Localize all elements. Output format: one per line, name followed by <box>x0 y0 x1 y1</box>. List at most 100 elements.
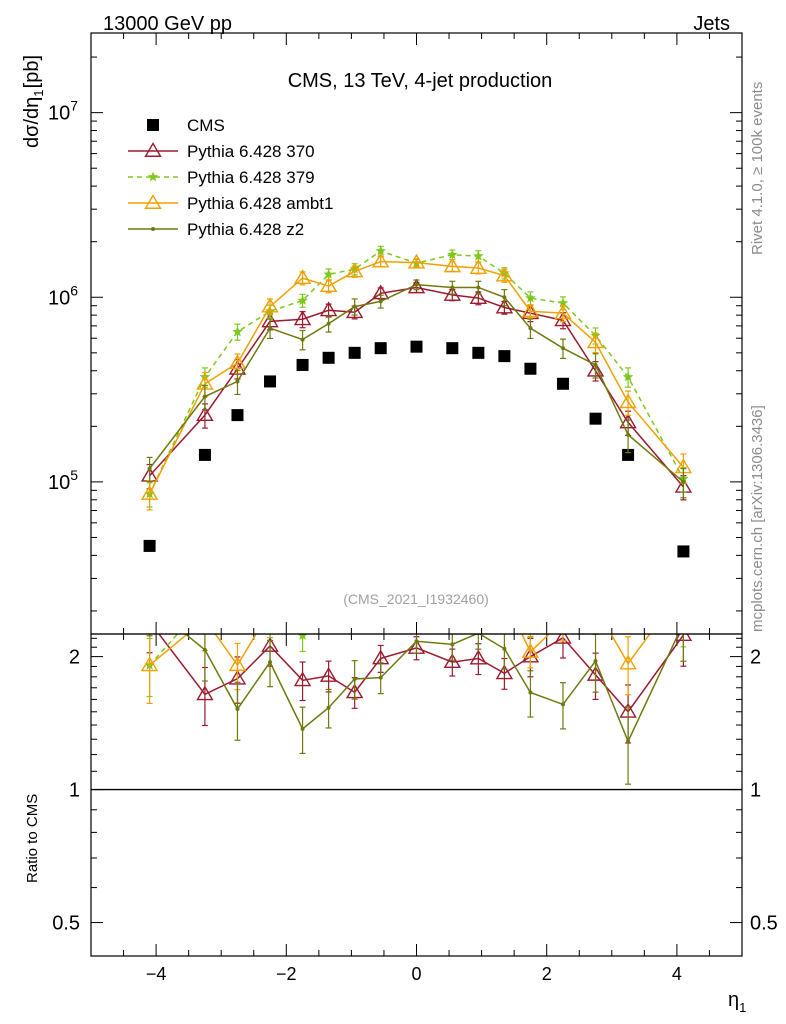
series-4-ratio <box>146 603 687 785</box>
ratio-tick-label: 1 <box>69 780 80 802</box>
series-2-ratio-point <box>623 598 634 608</box>
y-axis-unit: [pb] <box>21 55 43 88</box>
y-tick-label: 107 <box>48 98 78 125</box>
series-4-point <box>681 479 686 484</box>
series-3-ratio-point <box>619 654 637 670</box>
series-0-point <box>231 409 244 422</box>
series-4-ratio-point <box>148 603 152 607</box>
series-1-point <box>469 289 488 305</box>
series-0-point <box>322 351 335 364</box>
series-2-ratio-point <box>200 598 211 608</box>
series-4-ratio-point <box>268 660 273 665</box>
series-4-ratio-point <box>626 739 631 744</box>
series-1-point <box>443 286 462 301</box>
series-0-main <box>143 340 690 558</box>
series-0-point <box>589 412 602 425</box>
series-0-point <box>677 545 690 558</box>
series-3-point <box>495 266 514 282</box>
series-1-ratio-point <box>443 653 462 669</box>
legend-label: Pythia 6.428 379 <box>187 168 315 187</box>
series-2-ratio <box>144 553 687 698</box>
series-0-point <box>410 340 423 353</box>
series-1-point <box>495 298 514 314</box>
series-4-point <box>476 285 481 290</box>
series-4-ratio-point <box>352 676 357 681</box>
series-0-point <box>348 346 361 359</box>
legend-marker <box>147 119 159 131</box>
series-3-ratio-point <box>555 613 570 626</box>
series-0-point <box>498 350 511 363</box>
svg-text:dσ/dη1: dσ/dη1 <box>21 89 46 148</box>
ratio-panel-frame <box>90 633 743 957</box>
series-0-point <box>472 346 485 359</box>
series-2-point <box>323 268 334 279</box>
series-4-ratio-point <box>378 675 383 680</box>
series-4-point <box>502 295 507 300</box>
series-1-ratio <box>146 634 693 744</box>
series-1-point <box>196 406 214 422</box>
series-4-ratio-point <box>502 646 507 651</box>
series-0-point <box>524 362 537 375</box>
series-3-point <box>261 297 279 313</box>
series-0-point <box>198 448 211 461</box>
analysis-tag: (CMS_2021_I1932460) <box>343 591 489 607</box>
legend-entry: Pythia 6.428 z2 <box>128 220 304 239</box>
header-right: Jets <box>693 13 730 35</box>
series-3-ratio-point <box>140 656 159 672</box>
ratio-tick-label-right: 2 <box>750 647 761 669</box>
series-2-ratio-point <box>232 585 243 595</box>
series-4-point <box>202 394 207 399</box>
series-4-main <box>146 279 687 499</box>
series-2-ratio-point <box>473 553 484 563</box>
x-axis-label-sub: 1 <box>739 1000 746 1015</box>
series-2-point <box>525 292 536 303</box>
series-4-ratio-point <box>560 702 565 707</box>
series-4-point <box>352 304 357 309</box>
series-2-point <box>297 295 308 305</box>
legend-marker <box>151 227 155 231</box>
series-2-ratio-point <box>265 616 276 626</box>
series-0-point <box>143 539 156 552</box>
series-4-ratio-point <box>300 726 305 731</box>
series-3-ratio-point <box>373 575 388 588</box>
series-0-point <box>296 358 309 371</box>
ratio-panel-data <box>140 553 693 785</box>
svg-text:[pb]: [pb] <box>21 55 43 88</box>
series-2-point <box>622 371 634 382</box>
series-1-ratio-point <box>293 671 312 687</box>
series-1-ratio-point <box>495 664 514 680</box>
axis-ticks: −4 −2 0 2 4 105 106 107 0.5 0.5 1 1 2 2 <box>48 33 778 984</box>
series-1-ratio-point <box>196 685 214 701</box>
chart-title: CMS, 13 TeV, 4-jet production <box>288 70 553 92</box>
main-panel-data <box>140 245 693 558</box>
legend-label: Pythia 6.428 370 <box>187 142 315 161</box>
series-3-point <box>521 302 540 318</box>
series-1-line <box>149 286 684 488</box>
series-2-ratio-point <box>323 585 333 595</box>
series-2-ratio-point <box>499 586 509 596</box>
y-axis-label-sub: 1 <box>31 89 46 96</box>
series-4-point <box>378 299 383 304</box>
x-tick-label: 2 <box>542 964 552 984</box>
series-4-point <box>414 282 419 287</box>
legend-label: Pythia 6.428 ambt1 <box>187 194 333 213</box>
ratio-tick-label-right: 0.5 <box>750 913 778 935</box>
series-0-point <box>622 448 635 461</box>
series-4-point <box>528 326 533 331</box>
series-3-point <box>319 277 338 293</box>
series-3-point <box>554 304 572 320</box>
legend-entry: Pythia 6.428 ambt1 <box>128 194 333 213</box>
series-3-ratio-point <box>295 574 310 587</box>
series-4-point <box>268 326 273 331</box>
x-tick-label: −2 <box>276 964 297 984</box>
series-2-ratio-point <box>558 591 569 601</box>
y-tick-label: 106 <box>48 282 78 309</box>
series-4-point <box>593 362 598 367</box>
legend-label: Pythia 6.428 z2 <box>187 220 304 239</box>
series-2-ratio-point <box>590 585 601 595</box>
header-left: 13000 GeV pp <box>103 13 232 35</box>
mcplots-label: mcplots.cern.ch [arXiv:1306.3436] <box>749 405 766 632</box>
series-3-point <box>345 262 364 278</box>
series-3-point <box>443 257 462 273</box>
series-1-ratio-point <box>469 649 488 665</box>
